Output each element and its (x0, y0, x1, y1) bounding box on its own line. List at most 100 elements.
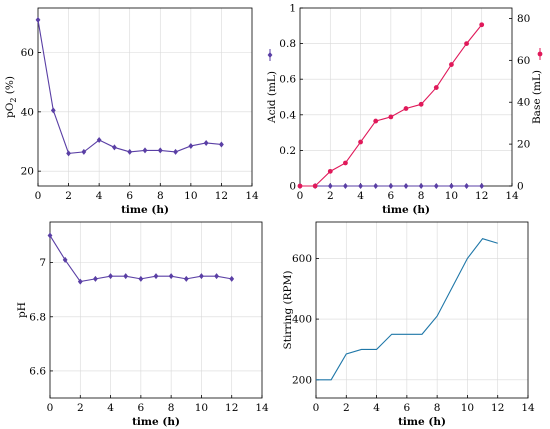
data-point (358, 183, 363, 189)
data-point (297, 183, 303, 189)
data-point (479, 22, 485, 28)
x-tick-label: 8 (157, 190, 164, 202)
data-point (373, 183, 379, 189)
data-point (229, 275, 235, 282)
y-axis-label: pH (16, 302, 28, 318)
x-tick-label: 2 (65, 190, 72, 202)
data-point (138, 275, 144, 282)
x-tick-label: 14 (505, 190, 519, 202)
data-point (142, 147, 148, 154)
x-tick-label: 0 (35, 190, 42, 202)
y-right-tick-label: 80 (517, 13, 530, 25)
x-tick-label: 14 (521, 402, 535, 414)
data-point (327, 168, 333, 174)
x-tick-label: 12 (475, 190, 488, 202)
data-point (343, 183, 348, 189)
y-tick-label: 6.8 (29, 311, 46, 323)
y-tick-label: 6.6 (29, 365, 46, 377)
legend-marker-acid (267, 52, 273, 58)
x-tick-label: 10 (445, 190, 458, 202)
y-tick-label: 0.4 (279, 109, 296, 121)
x-tick-label: 12 (491, 402, 504, 414)
data-point (418, 183, 424, 189)
data-point (449, 183, 454, 189)
data-point (214, 273, 219, 280)
x-tick-label: 8 (168, 402, 175, 414)
data-point (62, 256, 68, 263)
data-point (168, 273, 174, 280)
chart-panel-3: 0 2 4 6 8 10 12 14 6.6 6.8 7 time (h) pH (16, 221, 269, 428)
y-tick-label: 60 (21, 47, 34, 59)
x-tick-label: 6 (388, 190, 395, 202)
data-point (127, 148, 133, 155)
data-point (183, 275, 189, 282)
data-point (188, 142, 194, 149)
data-point (388, 183, 394, 189)
x-tick-label: 14 (255, 402, 269, 414)
y-tick-label: 400 (292, 314, 312, 326)
x-tick-label: 12 (215, 190, 228, 202)
x-tick-label: 14 (245, 190, 259, 202)
y-tick-label: 200 (292, 374, 312, 386)
x-tick-label: 6 (404, 402, 411, 414)
x-tick-label: 0 (297, 190, 304, 202)
y-axis-label: Stirring (RPM) (282, 271, 294, 350)
chart-panel-4: 0 2 4 6 8 10 12 14 200 400 600 time (h) Stirring (RP… (282, 221, 535, 428)
data-point (464, 41, 469, 46)
data-point (327, 183, 333, 189)
x-tick-label: 2 (327, 190, 334, 202)
x-tick-label: 8 (434, 402, 441, 414)
x-tick-label: 10 (184, 190, 197, 202)
y-tick-label: 0.6 (279, 74, 296, 86)
y-tick-label: 20 (21, 166, 34, 178)
x-tick-label: 2 (343, 402, 350, 414)
y-axis-label: pO2 (%) (4, 76, 18, 118)
data-point (373, 118, 379, 124)
data-point (403, 183, 409, 189)
data-point (123, 273, 129, 280)
x-tick-label: 4 (373, 402, 380, 414)
y-tick-label: 0 (289, 181, 296, 193)
data-point (433, 183, 439, 189)
x-tick-label: 0 (313, 402, 320, 414)
data-point (66, 150, 71, 157)
y-tick-label: 600 (292, 253, 312, 265)
data-point (464, 183, 469, 189)
y-tick-label: 40 (21, 106, 34, 118)
x-tick-label: 2 (77, 402, 84, 414)
plot-frame (37, 7, 253, 187)
data-point (199, 273, 204, 280)
data-point (108, 273, 113, 280)
x-axis-label: time (h) (121, 204, 169, 216)
data-point (403, 106, 409, 111)
x-tick-label: 12 (225, 402, 238, 414)
x-axis-label: time (h) (398, 416, 446, 428)
data-point (112, 144, 117, 151)
x-tick-label: 4 (107, 402, 114, 414)
plot-frame (299, 7, 513, 187)
x-tick-label: 4 (96, 190, 103, 202)
x-tick-label: 10 (461, 402, 474, 414)
data-point (449, 62, 454, 67)
data-point (153, 273, 159, 280)
x-tick-label: 4 (357, 190, 364, 202)
y-right-tick-label: 60 (517, 55, 530, 67)
x-axis-label: time (h) (382, 204, 430, 216)
data-point (35, 16, 41, 23)
y-right-tick-label: 40 (517, 97, 530, 109)
data-point (93, 275, 98, 282)
x-tick-label: 10 (195, 402, 208, 414)
y-tick-label: 1 (289, 3, 296, 15)
data-point (173, 148, 178, 155)
x-axis-label: time (h) (132, 416, 180, 428)
x-tick-label: 6 (126, 190, 133, 202)
data-point (203, 139, 209, 146)
x-tick-label: 8 (418, 190, 425, 202)
data-point (358, 139, 363, 145)
chart-panel-1: 0 2 4 6 8 10 12 14 20 40 60 time (h) pO2 (%) (4, 7, 259, 216)
data-point (433, 85, 439, 90)
data-point (81, 148, 87, 155)
data-point (157, 147, 163, 154)
y-axis-label: Acid (mL) (266, 71, 278, 124)
